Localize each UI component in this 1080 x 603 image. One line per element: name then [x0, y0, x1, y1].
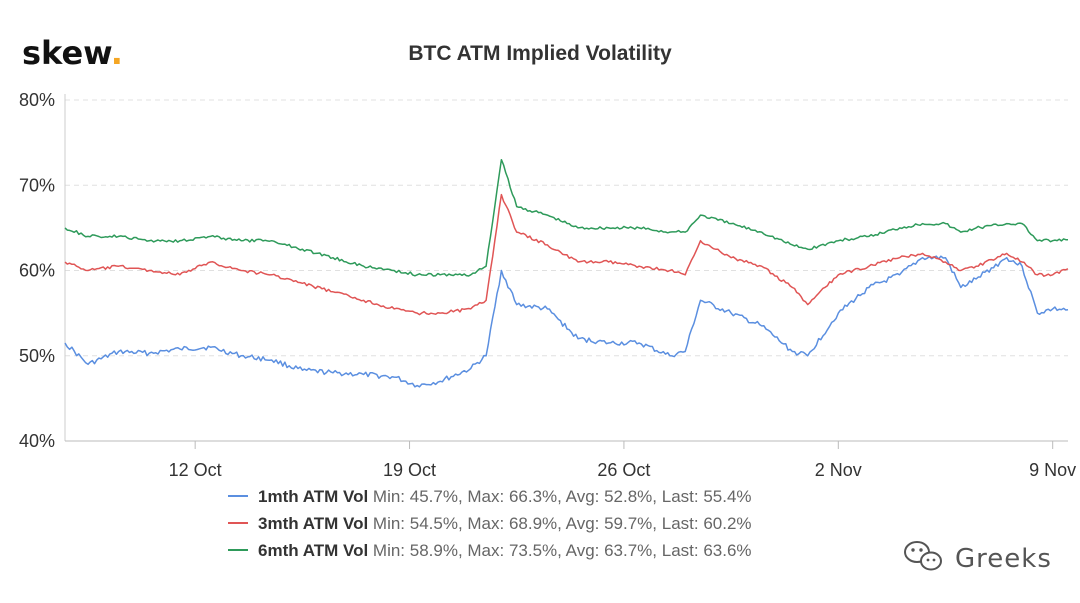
watermark: Greeks — [904, 541, 1052, 574]
legend-entry: 6mth ATM Vol Min: 58.9%, Max: 73.5%, Avg… — [258, 541, 752, 560]
legend-series-stats: Min: 45.7%, Max: 66.3%, Avg: 52.8%, Last… — [373, 487, 752, 506]
y-tick-label: 50% — [19, 346, 55, 366]
legend-entry: 1mth ATM Vol Min: 45.7%, Max: 66.3%, Avg… — [258, 487, 752, 506]
watermark-text: Greeks — [955, 544, 1052, 574]
series-line-2 — [64, 193, 1069, 316]
y-tick-label: 80% — [19, 90, 55, 110]
legend-series-stats: Min: 58.9%, Max: 73.5%, Avg: 63.7%, Last… — [373, 541, 752, 560]
y-tick-label: 60% — [19, 261, 55, 281]
legend-series-name: 3mth ATM Vol — [258, 514, 373, 533]
legend-entry: 3mth ATM Vol Min: 54.5%, Max: 68.9%, Avg… — [258, 514, 752, 533]
x-tick-label: 19 Oct — [383, 460, 436, 480]
y-gridlines — [65, 99, 1068, 357]
chart-title: BTC ATM Implied Volatility — [408, 42, 672, 65]
x-tick-label: 2 Nov — [815, 460, 862, 480]
skew-logo: skew. — [22, 34, 123, 72]
x-tick-label: 12 Oct — [169, 460, 222, 480]
x-axis: 12 Oct 19 Oct 26 Oct 2 Nov 9 Nov — [65, 440, 1076, 480]
series-line-3 — [64, 158, 1069, 277]
legend-series-name: 1mth ATM Vol — [258, 487, 373, 506]
y-tick-label: 40% — [19, 431, 55, 451]
y-tick-label: 70% — [19, 175, 55, 195]
legend-series-stats: Min: 54.5%, Max: 68.9%, Avg: 59.7%, Last… — [373, 514, 752, 533]
x-tick-label: 26 Oct — [597, 460, 650, 480]
series-lines — [64, 158, 1069, 388]
series-line-1 — [64, 255, 1069, 388]
legend-series-name: 6mth ATM Vol — [258, 541, 373, 560]
x-tick-label: 9 Nov — [1029, 460, 1076, 480]
y-axis: 40% 50% 60% 70% 80% — [19, 90, 66, 451]
wechat-icon — [904, 541, 942, 571]
legend: 1mth ATM Vol Min: 45.7%, Max: 66.3%, Avg… — [228, 487, 752, 560]
